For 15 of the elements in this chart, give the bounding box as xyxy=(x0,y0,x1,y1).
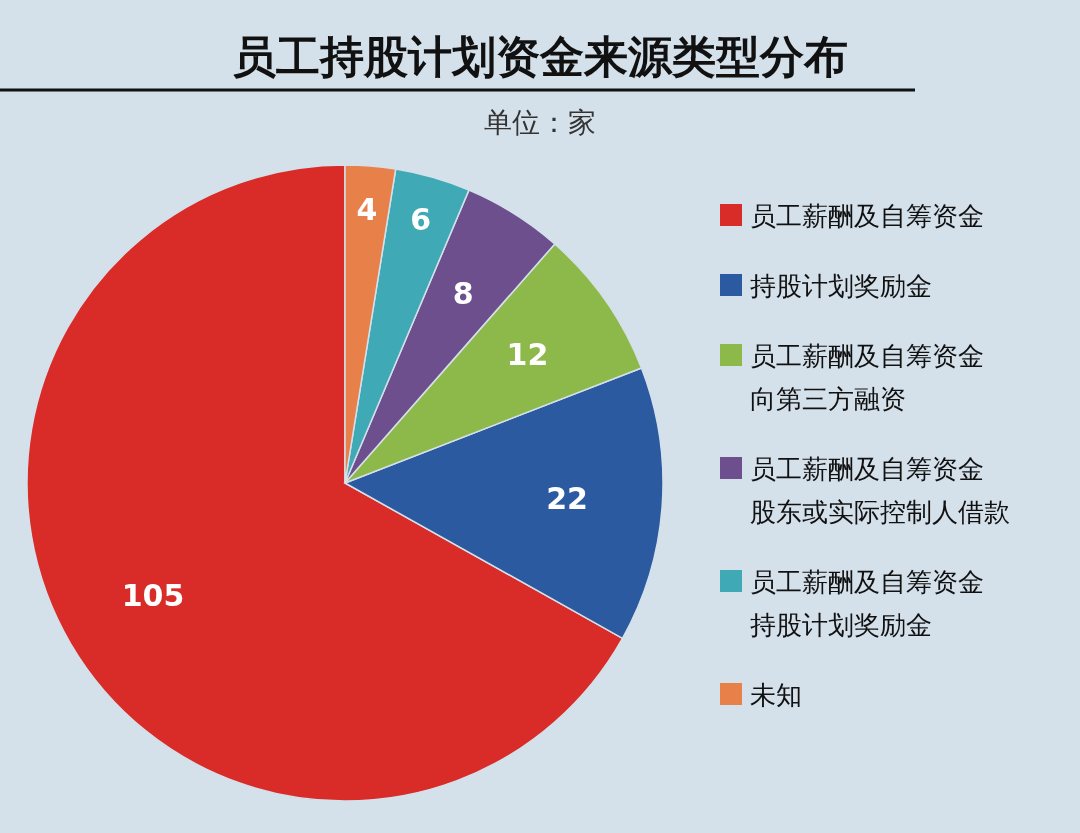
data-label: 8 xyxy=(452,276,474,312)
chart-title: 员工持股计划资金来源类型分布 xyxy=(232,31,848,82)
category-label: 员工薪酬及自筹资金 xyxy=(750,567,984,597)
data-label: 22 xyxy=(546,480,588,516)
data-label: 12 xyxy=(506,337,549,373)
legend-label: 员工薪酬及自筹资金向第三方融资 xyxy=(750,341,984,414)
legend-label: 未知 xyxy=(750,680,802,710)
legend-label: 员工薪酬及自筹资金股东或实际控制人借款 xyxy=(750,454,1010,527)
data-label: 6 xyxy=(410,202,432,238)
data-label: 4 xyxy=(356,192,378,228)
slice-label: 持股计划奖励金 xyxy=(750,610,932,640)
data-label: 105 xyxy=(121,577,185,613)
legend-label: 员工薪酬及自筹资金 xyxy=(750,201,984,231)
legend-label: 持股计划奖励金 xyxy=(750,271,932,301)
chart-subtitle: 单位：家 xyxy=(484,106,596,139)
